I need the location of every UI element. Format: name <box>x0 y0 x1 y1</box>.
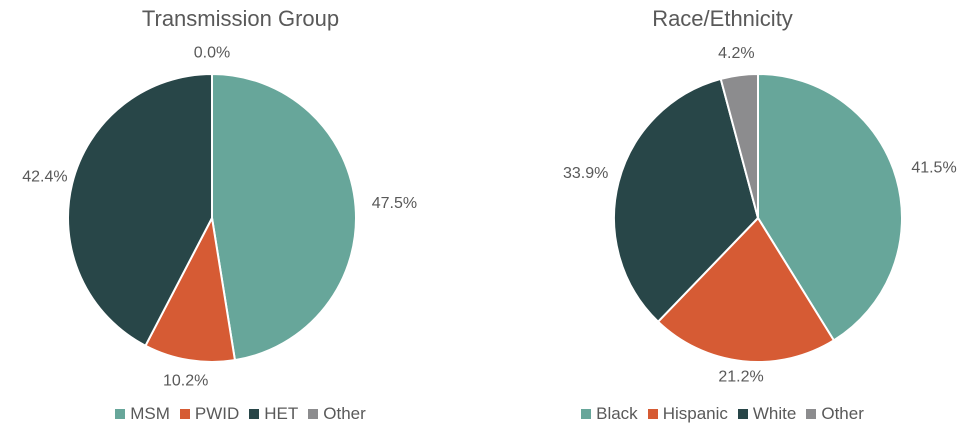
legend-label: Other <box>323 404 366 423</box>
legend-label: Other <box>821 404 864 423</box>
data-label-het: 42.4% <box>22 169 67 186</box>
legend-swatch <box>647 409 658 419</box>
legend-swatch <box>737 409 748 419</box>
data-label-hispanic: 21.2% <box>718 369 763 386</box>
legend-item-msm: MSM <box>115 404 170 424</box>
legend-item-het: HET <box>249 404 298 424</box>
legend-item-pwid: PWID <box>179 404 240 424</box>
legend-label: HET <box>264 404 299 423</box>
legend-swatch <box>581 409 592 419</box>
legend-item-black: Black <box>581 404 638 424</box>
legend-swatch <box>806 409 817 419</box>
data-label-other: 4.2% <box>718 45 754 62</box>
data-label-pwid: 10.2% <box>163 372 208 389</box>
legend-label: Hispanic <box>662 404 728 423</box>
transmission-group-chart: Transmission Group 47.5% 10.2% 42.4% 0.0% M… <box>0 0 481 425</box>
pie-slice-het <box>67 73 213 347</box>
legend-swatch <box>249 409 260 419</box>
pie-slice-white <box>613 77 759 323</box>
legend-label: PWID <box>194 404 240 423</box>
legend-item-other: Other <box>308 404 366 424</box>
race-ethnicity-chart: Race/Ethnicity 41.5% 21.2% 33.9% 4.2% Black… <box>482 0 963 425</box>
legend-swatch <box>179 409 190 419</box>
legend-item-other: Other <box>806 404 864 424</box>
chart-legend: MSM PWID HET Other <box>0 404 481 424</box>
data-label-white: 33.9% <box>563 165 608 182</box>
pie-slice-black <box>757 73 903 342</box>
pie-plot: 41.5% 21.2% 33.9% 4.2% <box>563 45 957 386</box>
pie-slice-other <box>719 73 759 219</box>
pie-plot: 47.5% 10.2% 42.4% 0.0% <box>22 45 417 390</box>
legend-swatch <box>308 409 319 419</box>
pie-slice-hispanic <box>657 217 835 363</box>
chart-title: Transmission Group <box>141 6 340 31</box>
legend-swatch <box>115 409 126 419</box>
pie-slice-pwid <box>144 217 236 363</box>
legend-label: MSM <box>130 404 170 423</box>
legend-item-hispanic: Hispanic <box>647 404 728 424</box>
data-label-msm: 47.5% <box>372 195 417 212</box>
legend-item-white: White <box>737 404 797 424</box>
data-label-other: 0.0% <box>194 45 230 62</box>
data-label-black: 41.5% <box>911 159 956 176</box>
chart-title: Race/Ethnicity <box>652 6 793 31</box>
chart-legend: Black Hispanic White Other <box>482 404 963 424</box>
legend-label: Black <box>596 404 638 423</box>
legend-label: White <box>752 404 797 423</box>
pie-slice-msm <box>211 73 357 362</box>
